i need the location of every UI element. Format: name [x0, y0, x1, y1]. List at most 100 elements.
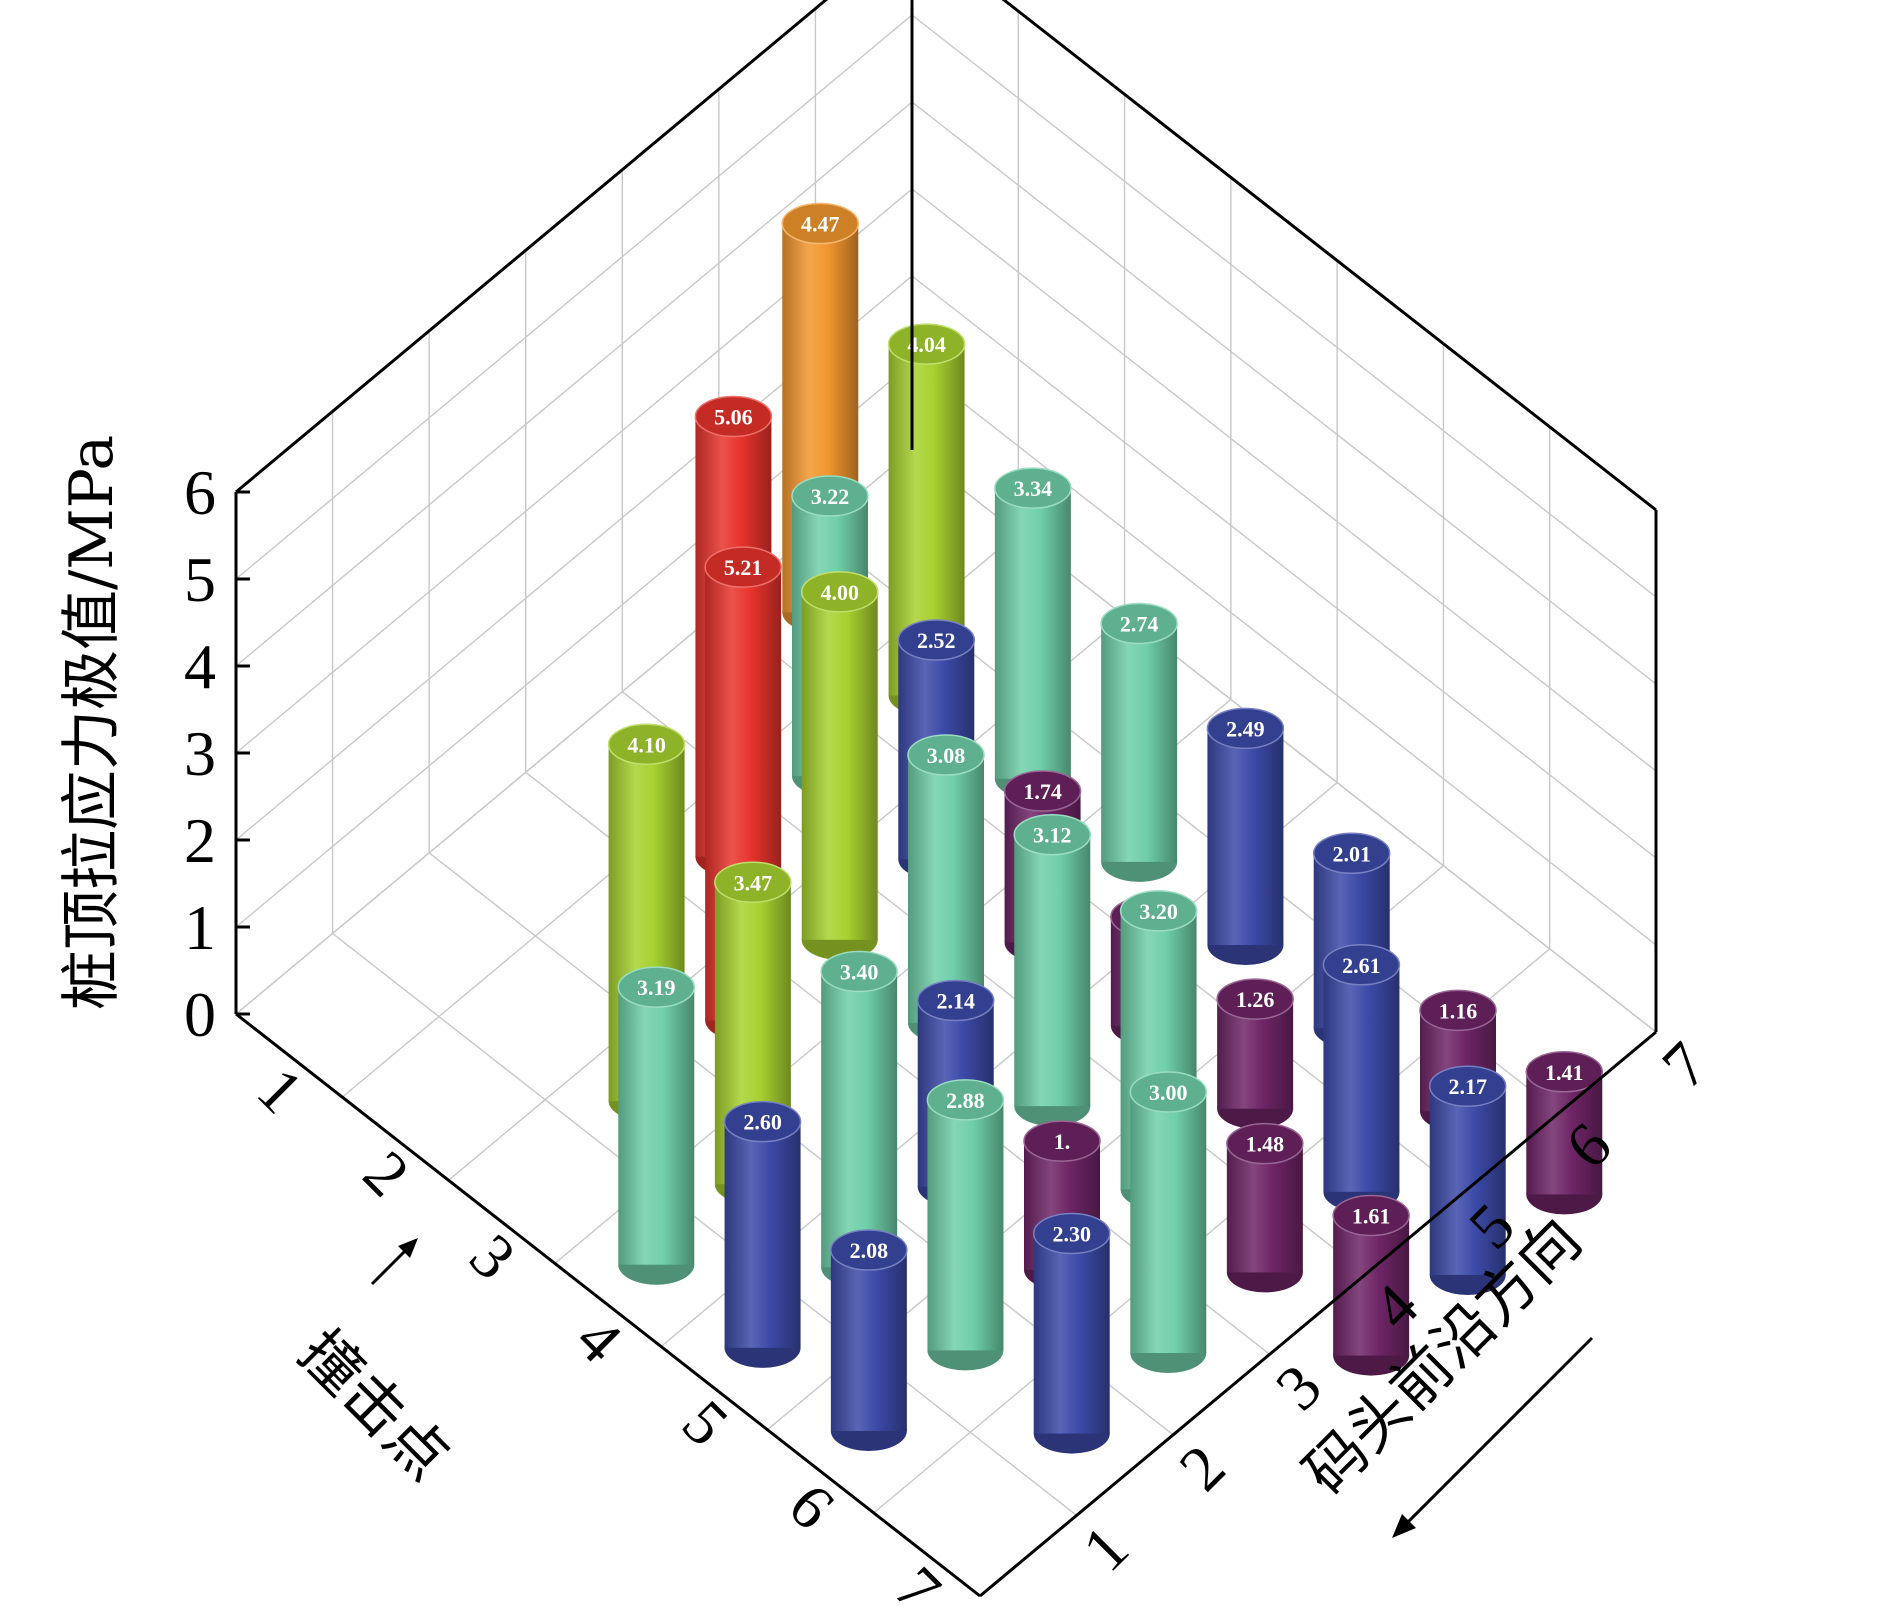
axis-frame-edge [235, 1012, 981, 1598]
y-tick-label: 3 [1262, 1351, 1335, 1424]
bar-value-label: 1.41 [1545, 1060, 1584, 1085]
bar: 3.19 [617, 966, 696, 1285]
bar-body [908, 755, 984, 1023]
grid-line [911, 14, 1657, 598]
z-tick-label: 4 [184, 631, 216, 702]
bars-layer: 4.47 4.04 3.22 3.34 5.06 2.52 2.74 4.00 1.74 2.49… [607, 202, 1604, 1454]
bar-top [820, 950, 898, 993]
bar-value-label: 4.47 [801, 212, 840, 237]
bar-top [607, 723, 686, 766]
bar-value-label: 2.01 [1332, 841, 1371, 866]
bar-body [1323, 964, 1400, 1192]
bar-top [723, 1100, 802, 1143]
bar-value-label: 4.10 [627, 732, 666, 757]
bar-body [801, 591, 878, 940]
bar: 1.41 [1525, 1051, 1604, 1215]
bar-top [1322, 944, 1401, 986]
bar-top [781, 202, 860, 245]
bar-top [1100, 602, 1178, 645]
grid-line [235, 14, 913, 580]
bar-top [791, 475, 869, 517]
bar-top [897, 619, 976, 661]
bar: 2.49 [1206, 707, 1285, 965]
bar-body [830, 1250, 907, 1431]
bar-top [704, 546, 782, 588]
bar-value-label: 3.08 [927, 743, 966, 768]
bar-top [1032, 1212, 1111, 1255]
bar-top [1332, 1194, 1410, 1237]
bar-value-label: 3.40 [840, 959, 879, 984]
x-axis-title: 撞击点 [285, 1317, 462, 1494]
grid-line [332, 932, 1078, 1516]
bar-body [1130, 1092, 1207, 1353]
bar-top [1013, 813, 1092, 856]
bar-value-label: 5.06 [714, 404, 753, 429]
bar-top [1119, 890, 1198, 932]
bar-value-label: 2.74 [1120, 611, 1159, 636]
z-tick-label: 1 [184, 892, 216, 963]
bar-body [927, 1099, 1004, 1351]
bar-top [714, 861, 792, 904]
y-axis-arrow [1392, 1336, 1594, 1538]
bar-value-label: 4.00 [820, 580, 859, 605]
bar-body [1207, 728, 1284, 945]
z-tick-label: 3 [184, 718, 216, 789]
grid-line [911, 275, 1657, 859]
bar: 2.30 [1032, 1212, 1111, 1454]
bar-top [1226, 1122, 1304, 1165]
x-tick-label: 5 [669, 1387, 742, 1460]
x-axis-arrow [370, 1238, 418, 1286]
x-tick-label: 6 [775, 1470, 848, 1543]
bar-top [926, 1079, 1005, 1121]
bar-body [1429, 1086, 1506, 1275]
bar-top [887, 323, 966, 365]
bar-body [994, 488, 1071, 779]
axis-frame-edge [235, 0, 829, 494]
bar-top [916, 979, 995, 1022]
bar-value-label: 3.47 [734, 870, 773, 895]
bar-body [724, 1121, 801, 1348]
bar-value-label: 2.30 [1052, 1221, 1091, 1246]
bar-value-label: 2.61 [1342, 953, 1381, 978]
bar-value-label: 3.12 [1033, 823, 1072, 848]
bar-top [1129, 1071, 1208, 1113]
bar: 2.17 [1428, 1065, 1507, 1295]
bar: 1.26 [1216, 978, 1294, 1129]
bar-body [1033, 1233, 1110, 1434]
bar-value-label: 5.21 [724, 555, 763, 580]
bar-value-label: 3.22 [811, 484, 850, 509]
bar-top [617, 966, 696, 1008]
bar: 3.34 [994, 467, 1072, 799]
bar-value-label: 4.04 [907, 332, 946, 357]
bar-top [1525, 1051, 1604, 1093]
bar-body [821, 971, 898, 1268]
bar-value-label: 2.88 [946, 1088, 985, 1113]
grid-line [235, 101, 913, 667]
x-tick-label: 2 [350, 1137, 423, 1210]
z-tick-label: 5 [184, 544, 216, 615]
bar: 1.61 [1332, 1194, 1410, 1376]
bar-top [1023, 1120, 1101, 1162]
z-axis-title: 桩顶拉应力极值/MPa [57, 435, 127, 1010]
bar: 2.60 [723, 1100, 802, 1368]
bar-body [1101, 623, 1178, 862]
grid-line [911, 188, 1657, 772]
x-tick-label: 7 [882, 1553, 955, 1606]
bar-body [1226, 1143, 1303, 1273]
x-tick-label: 3 [457, 1220, 530, 1293]
bar-top [1419, 989, 1497, 1032]
bar-value-label: 2.49 [1226, 716, 1265, 741]
bar-value-label: 3.19 [637, 975, 676, 1000]
bar-top [1216, 978, 1294, 1020]
bar-value-label: 1. [1054, 1129, 1071, 1154]
bar-value-label: 1.48 [1246, 1132, 1285, 1157]
bar-value-label: 2.52 [917, 628, 956, 653]
bar-top [800, 571, 879, 613]
grid-line [1002, 0, 1657, 511]
bar: 2.08 [830, 1229, 908, 1451]
bar: 3.12 [1013, 813, 1092, 1127]
bar-top [830, 1229, 908, 1271]
bar-value-label: 3.34 [1014, 476, 1053, 501]
bar-top [1206, 707, 1285, 750]
